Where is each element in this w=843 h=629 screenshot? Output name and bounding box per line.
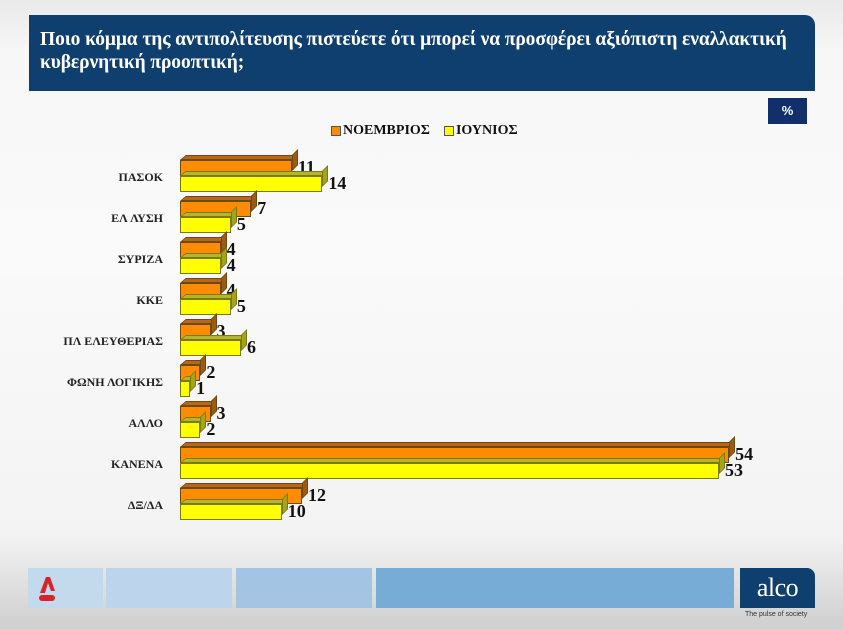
legend-swatch-orange <box>331 126 341 136</box>
data-label: 5 <box>236 214 246 234</box>
alco-tagline: The pulse of society <box>745 611 808 618</box>
bar-top-face <box>180 253 227 258</box>
chart-legend: ΝΟΕΜΒΡΙΟΣ ΙΟΥΝΙΟΣ <box>331 123 518 139</box>
category-label: ΕΛ ΛΥΣΗ <box>111 211 163 225</box>
bar-top-face <box>180 196 258 201</box>
alpha-news-logo-icon <box>39 577 55 601</box>
bar-chart: ΠΑΣΟΚ 11 14 ΕΛ ΛΥΣΗ 7 5 ΣΥΡΙΖΑ 4 4 ΚΚΕ 4 5 ΠΛ ΕΛΕΥΘΕ… <box>63 149 754 521</box>
bar-top-face <box>180 483 308 488</box>
data-label: 54 <box>735 444 754 464</box>
footer-block-2 <box>236 568 372 608</box>
legend-item-june: ΙΟΥΝΙΟΣ <box>443 123 518 139</box>
bar-top-face <box>180 278 227 283</box>
bar-top-face <box>180 212 237 217</box>
category-label: ΚΚΕ <box>136 293 163 307</box>
bar-top-face <box>180 294 237 299</box>
unit-badge: % <box>768 98 807 124</box>
bar-june <box>180 411 207 438</box>
data-label: 14 <box>328 173 347 193</box>
footer-block-3 <box>376 568 734 608</box>
category-label: ΔΞ/ΔΑ <box>127 498 163 512</box>
footer-block-1 <box>106 568 232 608</box>
page-title: Ποιο κόμμα της αντιπολίτευσης πιστεύετε … <box>40 29 787 73</box>
data-label: 1 <box>196 378 206 398</box>
category-label: ΠΛ ΕΛΕΥΘΕΡΙΑΣ <box>63 334 163 348</box>
bar-top-face <box>180 155 298 160</box>
legend-item-november: ΝΟΕΜΒΡΙΟΣ <box>331 123 430 139</box>
data-label: 4 <box>226 255 236 275</box>
category-label: ΚΑΝΕΝΑ <box>110 457 163 471</box>
bar-june <box>180 370 197 397</box>
bar-june <box>180 165 329 192</box>
data-label: 4 <box>226 280 236 300</box>
bar-top-face <box>180 335 247 340</box>
legend-swatch-yellow <box>443 126 454 136</box>
data-label: 4 <box>226 239 236 259</box>
bar-june <box>180 247 227 274</box>
bar-top-face <box>180 499 288 504</box>
data-label: 2 <box>206 362 216 382</box>
bar-top-face <box>180 442 736 447</box>
bar-top-face <box>180 171 329 176</box>
category-label: ΠΑΣΟΚ <box>118 170 163 184</box>
title-bar: Ποιο κόμμα της αντιπολίτευσης πιστεύετε … <box>29 15 815 91</box>
bar-june <box>180 329 248 356</box>
data-label: 3 <box>216 321 226 341</box>
category-label: ΣΥΡΙΖΑ <box>117 252 163 266</box>
data-label: 7 <box>257 198 267 218</box>
alco-logo: alco <box>740 568 815 608</box>
data-label: 53 <box>725 460 743 480</box>
data-label: 2 <box>206 419 216 439</box>
bar-june <box>180 288 237 315</box>
category-label: ΑΛΛΟ <box>128 416 163 430</box>
data-label: 6 <box>247 337 257 357</box>
footer-block-logo <box>28 568 103 608</box>
bar-june <box>180 493 288 520</box>
legend-label: ΙΟΥΝΙΟΣ <box>455 123 518 138</box>
bar-top-face <box>180 237 227 242</box>
bar-june <box>180 452 725 479</box>
data-label: 5 <box>236 296 246 316</box>
category-label: ΦΩΝΗ ΛΟΓΙΚΗΣ <box>67 375 163 389</box>
data-label: 12 <box>308 485 327 505</box>
bar-top-face <box>180 458 725 463</box>
data-label: 3 <box>216 403 226 423</box>
data-label: 10 <box>287 501 306 521</box>
legend-label: ΝΟΕΜΒΡΙΟΣ <box>343 123 430 138</box>
bar-june <box>180 206 237 233</box>
